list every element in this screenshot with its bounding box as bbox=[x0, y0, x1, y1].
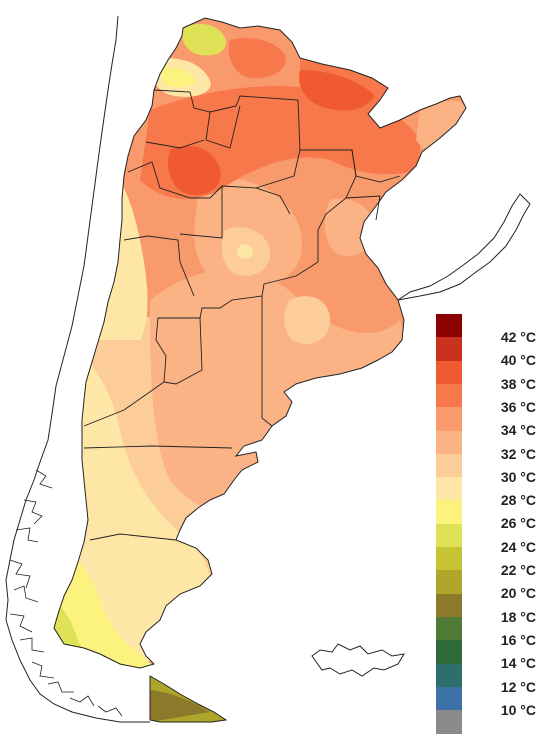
chile-fjords bbox=[9, 469, 123, 717]
legend-swatch bbox=[436, 407, 462, 432]
legend-item: 34 °C bbox=[434, 407, 538, 438]
legend-label: 16 °C bbox=[500, 631, 536, 648]
legend-swatch bbox=[436, 570, 462, 595]
legend-label: 32 °C bbox=[500, 445, 536, 462]
legend-item: 22 °C bbox=[434, 547, 538, 578]
legend-swatch bbox=[436, 477, 462, 502]
legend-item: 42 °C bbox=[434, 314, 538, 345]
legend-swatch bbox=[436, 547, 462, 571]
legend-item: 20 °C bbox=[434, 570, 538, 601]
legend-label: 26 °C bbox=[500, 515, 536, 532]
legend-swatch bbox=[436, 593, 462, 618]
legend-swatch bbox=[436, 523, 462, 548]
legend-label: 28 °C bbox=[500, 492, 536, 509]
legend-item bbox=[434, 710, 538, 735]
uruguay-coastline bbox=[397, 193, 531, 301]
legend-label: 36 °C bbox=[500, 398, 536, 415]
legend-label: 12 °C bbox=[500, 678, 536, 695]
legend-item: 24 °C bbox=[434, 523, 538, 555]
legend-item: 12 °C bbox=[434, 663, 538, 695]
legend-swatch bbox=[436, 453, 462, 478]
legend-item: 18 °C bbox=[434, 593, 538, 625]
legend-swatch bbox=[436, 710, 462, 735]
legend-swatch bbox=[436, 663, 462, 688]
legend-item: 10 °C bbox=[434, 686, 538, 718]
legend-swatch bbox=[436, 337, 462, 362]
malvinas-islands bbox=[311, 643, 405, 677]
legend-swatch bbox=[436, 500, 462, 525]
legend-item: 14 °C bbox=[434, 640, 538, 671]
legend-item: 40 °C bbox=[434, 337, 538, 368]
legend-swatch bbox=[436, 360, 462, 385]
legend-label: 10 °C bbox=[500, 701, 536, 718]
legend-label: 18 °C bbox=[500, 608, 536, 625]
legend-label: 42 °C bbox=[500, 329, 536, 345]
legend-item: 36 °C bbox=[434, 383, 538, 415]
legend-item: 26 °C bbox=[434, 500, 538, 531]
legend-swatch bbox=[436, 640, 462, 665]
legend-swatch bbox=[436, 383, 462, 408]
legend-item: 16 °C bbox=[434, 616, 538, 648]
legend-label: 24 °C bbox=[500, 538, 536, 555]
province-boundaries bbox=[83, 89, 401, 541]
legend-item: 38 °C bbox=[434, 360, 538, 392]
argentina-outline bbox=[53, 17, 467, 669]
legend-label: 22 °C bbox=[500, 562, 536, 578]
legend-item: 32 °C bbox=[434, 430, 538, 462]
legend-label: 40 °C bbox=[500, 352, 536, 369]
legend-label: 38 °C bbox=[500, 375, 536, 392]
legend-item: 30 °C bbox=[434, 453, 538, 485]
legend-label: 30 °C bbox=[500, 468, 536, 485]
legend-item: 28 °C bbox=[434, 477, 538, 508]
legend-label: 20 °C bbox=[500, 585, 536, 602]
legend-swatch bbox=[436, 616, 462, 641]
legend-swatch bbox=[436, 430, 462, 455]
tierra-del-fuego-outline bbox=[149, 675, 228, 723]
legend-swatch bbox=[436, 686, 462, 711]
legend-label: 34 °C bbox=[500, 422, 536, 439]
legend-swatch bbox=[436, 314, 462, 338]
legend-label: 14 °C bbox=[500, 655, 536, 672]
